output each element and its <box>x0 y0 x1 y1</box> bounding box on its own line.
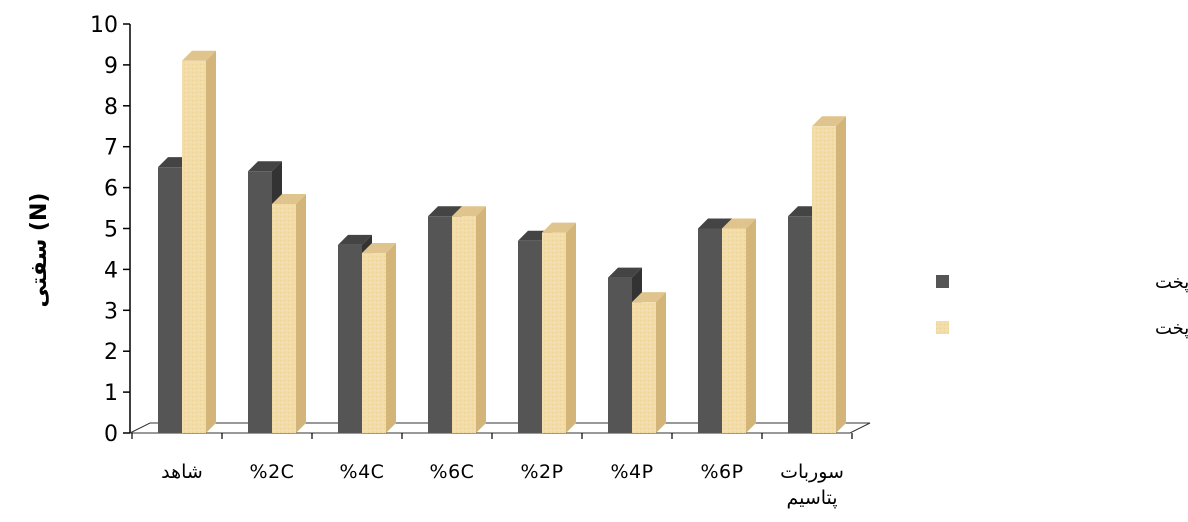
bar-side-face <box>206 50 216 434</box>
x-category-label: سوربات پتاسیم <box>780 461 844 509</box>
bar-side-face <box>836 116 846 433</box>
text-layer: 0 1 2 3 4 5 6 7 8 9 10 شاهد %2C %4C %6C %2P %4P %6P سوربات… <box>27 13 844 509</box>
x-category-label: %6C <box>430 461 475 483</box>
y-tick-label: 1 <box>104 381 118 406</box>
bar-front-face <box>362 253 386 433</box>
bar-front-face <box>542 232 566 433</box>
bar-side-face <box>476 206 486 433</box>
legend-swatch <box>936 275 949 288</box>
y-tick-label: 3 <box>104 299 118 324</box>
x-category-label: %2C <box>250 461 295 483</box>
bar-top-face <box>608 267 642 278</box>
y-tick-label: 8 <box>104 95 118 120</box>
bar-top-face <box>452 206 486 217</box>
bar-top-face <box>428 206 462 217</box>
bar-front-face <box>248 171 272 434</box>
bar-one-week-after <box>452 206 486 433</box>
bar-side-face <box>656 292 666 433</box>
bar-top-face <box>248 161 282 172</box>
bar-top-face <box>272 193 306 204</box>
y-tick-label: 10 <box>90 13 118 38</box>
x-category-label-line: پتاسیم <box>786 487 837 509</box>
x-category-label: شاهد <box>161 461 203 483</box>
bar-one-week-after <box>182 50 216 434</box>
bar-top-face <box>698 218 732 229</box>
y-tick-label: 5 <box>104 218 118 243</box>
legend: سفتی بعد از پخت سفتی یک هفته بعد از پخت <box>936 272 1188 339</box>
bar-top-face <box>182 50 216 61</box>
y-tick-label: 9 <box>104 54 118 79</box>
x-category-label: %4P <box>610 461 653 483</box>
bar-top-face <box>338 234 372 245</box>
bar-front-face <box>812 126 836 433</box>
legend-label: سفتی بعد از پخت <box>1155 272 1188 293</box>
x-category-label-line: سوربات <box>780 461 844 483</box>
bar-one-week-after <box>362 243 396 433</box>
chart-floor <box>129 422 871 434</box>
bar-side-face <box>566 222 576 433</box>
y-axis-title: (N) سفتی <box>27 193 52 308</box>
bar-front-face <box>608 277 632 433</box>
bar-top-face <box>722 218 756 229</box>
bar-front-face <box>518 240 542 433</box>
y-tick-label: 6 <box>104 177 118 202</box>
bar-one-week-after <box>542 222 576 433</box>
bars-layer <box>158 50 846 434</box>
bar-front-face <box>158 167 182 433</box>
bar-front-face <box>272 203 296 433</box>
bar-one-week-after <box>632 292 666 433</box>
bar-front-face <box>788 216 812 433</box>
bar-top-face <box>542 222 576 233</box>
bar-top-face <box>632 292 666 303</box>
bar-side-face <box>746 218 756 433</box>
bar-top-face <box>812 116 846 127</box>
bar-front-face <box>338 244 362 433</box>
legend-swatch <box>936 321 949 334</box>
bar-side-face <box>296 193 306 433</box>
bar-side-face <box>386 243 396 433</box>
x-category-label: %2P <box>520 461 563 483</box>
bar-one-week-after <box>812 116 846 433</box>
bar-front-face <box>452 216 476 433</box>
bar-one-week-after <box>722 218 756 433</box>
bar-front-face <box>428 216 452 433</box>
x-category-label: %4C <box>340 461 385 483</box>
bar-one-week-after <box>272 193 306 433</box>
bar-front-face <box>698 228 722 433</box>
y-tick-label: 7 <box>104 136 118 161</box>
y-tick-label: 2 <box>104 340 118 365</box>
x-category-label: %6P <box>700 461 743 483</box>
bar-front-face <box>722 228 746 433</box>
bar-top-face <box>362 243 396 254</box>
axes-layer <box>123 23 871 439</box>
bar-front-face <box>632 302 656 433</box>
bar-front-face <box>182 60 206 434</box>
y-tick-label: 0 <box>104 422 118 447</box>
legend-label: سفتی یک هفته بعد از پخت <box>1155 318 1188 339</box>
y-tick-label: 4 <box>104 258 118 283</box>
